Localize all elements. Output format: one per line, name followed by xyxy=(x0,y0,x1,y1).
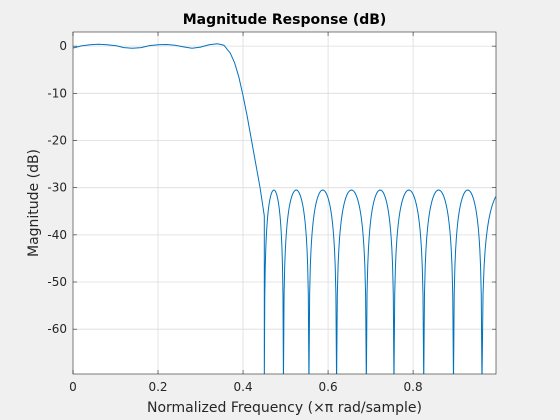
x-tick-label: 0 xyxy=(69,380,77,394)
x-tick-label: 0.6 xyxy=(319,380,338,394)
ticks: 0 0.2 0.4 0.6 0.8 0 -10 -20 -30 -40 -50 -60 xyxy=(47,32,496,394)
y-tick-label: -40 xyxy=(47,228,67,242)
x-axis-title: Normalized Frequency (×π rad/sample) xyxy=(147,400,422,416)
y-tick-label: -30 xyxy=(47,181,67,195)
data-layer xyxy=(73,43,496,374)
y-tick-label: 0 xyxy=(59,39,67,53)
y-tick-label: -50 xyxy=(47,275,67,289)
y-tick-label: -60 xyxy=(47,322,67,336)
x-tick-label: 0.4 xyxy=(234,380,253,394)
magnitude-response-line xyxy=(73,43,496,374)
plot-area xyxy=(73,32,496,374)
x-tick-label: 0.2 xyxy=(148,380,167,394)
y-tick-label: -20 xyxy=(47,133,67,147)
x-tick-label: 0.8 xyxy=(404,380,423,394)
plot-frame xyxy=(72,31,497,375)
y-tick-label: -10 xyxy=(47,86,67,100)
chart-title: Magnitude Response (dB) xyxy=(183,12,387,28)
y-axis-title: Magnitude (dB) xyxy=(26,149,42,257)
